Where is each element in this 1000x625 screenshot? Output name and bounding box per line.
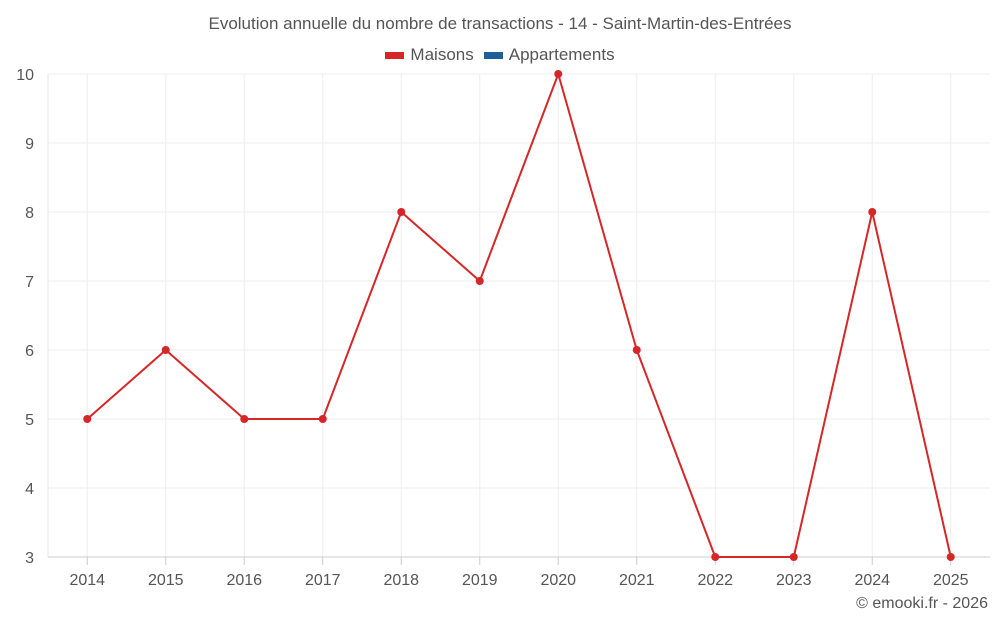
x-tick-label-2019: 2019: [462, 572, 498, 589]
x-tick-label-2021: 2021: [619, 572, 655, 589]
y-tick-label-9: 9: [25, 136, 34, 153]
legend-label-appartements: Appartements: [508, 45, 615, 64]
chart-title: Evolution annuelle du nombre de transact…: [208, 14, 792, 33]
data-point-maisons-2020: [554, 70, 563, 78]
data-point-maisons-2014: [83, 415, 92, 423]
chart-legend: Maisons Appartements: [0, 45, 1000, 65]
x-tick-label-2020: 2020: [540, 572, 576, 589]
data-point-maisons-2019: [475, 277, 484, 285]
data-point-maisons-2021: [632, 346, 641, 354]
y-tick-label-6: 6: [25, 343, 34, 360]
x-tick-label-2018: 2018: [383, 572, 419, 589]
data-point-maisons-2018: [397, 208, 406, 216]
data-point-maisons-2015: [161, 346, 170, 354]
legend-label-maisons: Maisons: [410, 45, 474, 64]
x-tick-label-2016: 2016: [226, 572, 262, 589]
x-tick-label-2014: 2014: [69, 572, 105, 589]
legend-item-appartements[interactable]: Appartements: [483, 45, 615, 65]
data-point-maisons-2017: [318, 415, 327, 423]
x-tick-label-2022: 2022: [697, 572, 733, 589]
y-tick-label-7: 7: [25, 274, 34, 291]
y-tick-label-3: 3: [25, 550, 34, 567]
data-point-maisons-2022: [711, 553, 720, 561]
series-line-maisons: [86, 73, 952, 558]
legend-item-maisons[interactable]: Maisons: [385, 45, 474, 65]
data-point-maisons-2025: [946, 553, 955, 561]
x-tick-label-2025: 2025: [933, 572, 969, 589]
legend-swatch-maisons: [385, 51, 405, 59]
data-point-maisons-2016: [240, 415, 249, 423]
credit-text: © emooki.fr - 2026: [856, 595, 988, 612]
y-tick-label-10: 10: [16, 67, 34, 84]
x-tick-label-2015: 2015: [148, 572, 184, 589]
data-point-maisons-2023: [789, 553, 798, 561]
data-point-maisons-2024: [868, 208, 877, 216]
legend-swatch-appartements: [483, 51, 503, 59]
x-tick-label-2023: 2023: [776, 572, 812, 589]
y-tick-label-8: 8: [25, 205, 34, 222]
y-tick-label-4: 4: [25, 481, 34, 498]
x-tick-label-2024: 2024: [854, 572, 890, 589]
y-tick-label-5: 5: [25, 412, 34, 429]
x-tick-label-2017: 2017: [305, 572, 341, 589]
